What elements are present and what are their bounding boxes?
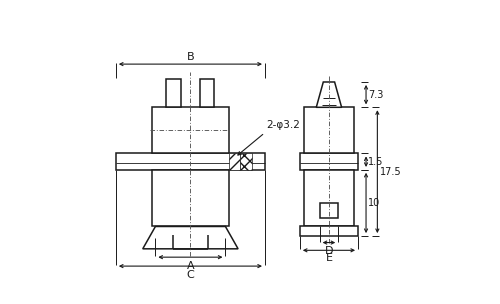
Text: 17.5: 17.5 xyxy=(380,167,402,177)
Bar xyxy=(229,154,240,170)
Text: D: D xyxy=(324,246,333,256)
Text: 1.5: 1.5 xyxy=(368,157,384,167)
Bar xyxy=(240,154,252,170)
Bar xyxy=(300,154,358,170)
Polygon shape xyxy=(142,226,238,249)
Bar xyxy=(304,107,354,154)
Bar xyxy=(300,226,358,236)
Text: A: A xyxy=(186,261,194,271)
Bar xyxy=(200,79,214,107)
Text: C: C xyxy=(186,270,194,280)
Bar xyxy=(152,170,229,226)
Bar xyxy=(152,107,229,154)
Text: 7.3: 7.3 xyxy=(368,90,384,100)
Bar xyxy=(320,203,338,218)
Text: 2-φ3.2: 2-φ3.2 xyxy=(266,120,300,130)
Bar xyxy=(116,154,265,170)
Polygon shape xyxy=(316,82,342,107)
Text: 10: 10 xyxy=(368,198,380,208)
Bar xyxy=(166,79,180,107)
Bar xyxy=(304,170,354,226)
Text: B: B xyxy=(186,52,194,62)
Text: E: E xyxy=(326,253,332,263)
